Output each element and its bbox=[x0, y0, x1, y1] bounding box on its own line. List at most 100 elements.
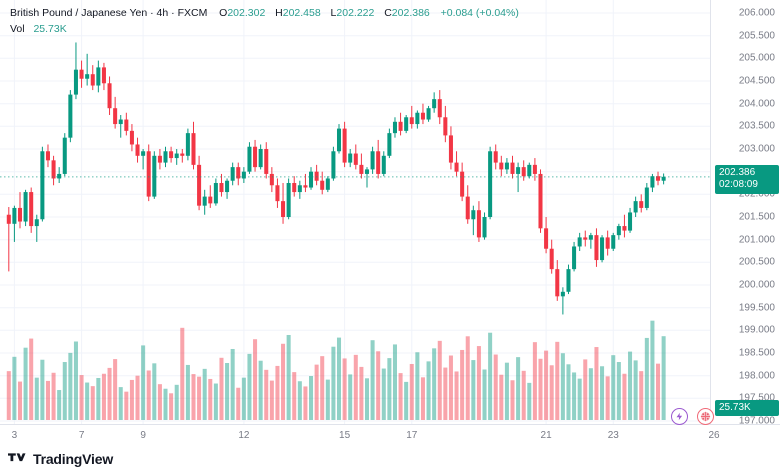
candle-body bbox=[213, 183, 218, 204]
candle-body bbox=[96, 67, 101, 86]
candle-body bbox=[611, 235, 616, 249]
candle-body bbox=[493, 151, 498, 163]
candle-body bbox=[465, 196, 470, 220]
candle-body bbox=[174, 153, 179, 159]
candle-body bbox=[197, 164, 202, 206]
candle-body bbox=[264, 149, 269, 174]
price-tick-label: 198.000 bbox=[738, 370, 775, 382]
candle-body bbox=[68, 94, 73, 138]
volume-bar bbox=[370, 340, 375, 420]
candle-body bbox=[40, 151, 45, 220]
volume-bar bbox=[415, 352, 420, 420]
candle-body bbox=[314, 171, 319, 181]
candle-body bbox=[157, 155, 162, 163]
volume-bar bbox=[68, 352, 73, 420]
volume-bar bbox=[628, 351, 633, 420]
volume-bar bbox=[639, 371, 644, 420]
candle-body bbox=[398, 121, 403, 131]
candle-body bbox=[387, 133, 392, 156]
candle-body bbox=[633, 201, 638, 213]
volume-bar bbox=[79, 375, 84, 420]
candle-body bbox=[353, 153, 358, 165]
candle-body bbox=[230, 167, 235, 181]
volume-bar bbox=[45, 380, 50, 420]
volume-bar bbox=[208, 378, 213, 420]
volume-bar bbox=[549, 365, 554, 420]
candle-body bbox=[29, 192, 34, 227]
candle-body bbox=[376, 151, 381, 174]
price-tick-label: 203.000 bbox=[738, 143, 775, 155]
candle-body bbox=[73, 69, 78, 95]
candle-body bbox=[499, 162, 504, 170]
candle-body bbox=[409, 117, 414, 125]
volume-bar bbox=[51, 372, 56, 420]
chart-plot-area[interactable] bbox=[0, 0, 710, 424]
volume-bar bbox=[174, 384, 179, 420]
candle-body bbox=[62, 137, 67, 174]
candlestick-series bbox=[0, 42, 710, 420]
candle-body bbox=[85, 74, 90, 79]
candle-body bbox=[241, 171, 246, 179]
candle-body bbox=[348, 153, 353, 163]
volume-bar bbox=[572, 372, 577, 420]
volume-bar bbox=[258, 360, 263, 420]
volume-bar bbox=[197, 376, 202, 420]
time-scale[interactable]: 37912151721232629Nov5711 bbox=[0, 424, 780, 448]
candle-body bbox=[544, 228, 549, 249]
volume-value-badge[interactable]: 25.73K bbox=[715, 400, 779, 416]
volume-bar bbox=[600, 366, 605, 420]
volume-bar bbox=[314, 364, 319, 420]
volume-bar bbox=[476, 346, 481, 420]
volume-bar bbox=[432, 348, 437, 420]
volume-bar bbox=[448, 355, 453, 420]
candle-body bbox=[656, 176, 661, 181]
volume-bar bbox=[516, 357, 521, 420]
candle-body bbox=[415, 112, 420, 125]
candle-body bbox=[23, 192, 28, 222]
volume-bar bbox=[191, 374, 196, 420]
alert-fab-button[interactable] bbox=[671, 408, 688, 425]
tradingview-logo[interactable]: TradingView bbox=[8, 451, 113, 467]
candle-body bbox=[286, 183, 291, 217]
volume-bar bbox=[381, 368, 386, 420]
price-tick-label: 201.000 bbox=[738, 234, 775, 246]
volume-bar bbox=[303, 386, 308, 420]
volume-bar bbox=[225, 363, 230, 420]
volume-bar bbox=[426, 361, 431, 420]
volume-bar bbox=[281, 343, 286, 420]
time-tick-label: 7 bbox=[78, 430, 85, 441]
current-price-badge[interactable]: 202.386 02:08:09 bbox=[715, 164, 779, 194]
price-tick-label: 197.000 bbox=[738, 415, 775, 427]
volume-bar bbox=[644, 337, 649, 420]
price-tick-label: 199.000 bbox=[738, 324, 775, 336]
replay-fab-button[interactable] bbox=[697, 408, 714, 425]
volume-bar bbox=[488, 332, 493, 420]
volume-bar bbox=[241, 377, 246, 420]
volume-bar bbox=[247, 353, 252, 420]
volume-bar bbox=[521, 370, 526, 420]
time-tick-label: 3 bbox=[11, 430, 18, 441]
candle-body bbox=[476, 210, 481, 238]
candle-body bbox=[443, 117, 448, 136]
price-tick-label: 200.000 bbox=[738, 279, 775, 291]
volume-bar bbox=[544, 350, 549, 420]
volume-bar bbox=[180, 327, 185, 420]
time-tick-label: 21 bbox=[540, 430, 552, 441]
price-scale[interactable]: 206.000 205.500 205.000 204.500 204.000 203.5… bbox=[710, 0, 780, 427]
volume-bar bbox=[622, 373, 627, 420]
volume-bar bbox=[493, 354, 498, 420]
volume-bar bbox=[504, 362, 509, 420]
volume-bar bbox=[404, 381, 409, 420]
volume-bar bbox=[309, 376, 314, 420]
candle-body bbox=[297, 185, 302, 193]
candle-body bbox=[364, 169, 370, 174]
volume-bar bbox=[331, 346, 336, 420]
candle-body bbox=[510, 162, 515, 174]
volume-bar bbox=[202, 368, 207, 420]
volume-bar bbox=[264, 369, 269, 420]
candle-body bbox=[359, 164, 364, 174]
volume-bar bbox=[219, 357, 224, 420]
volume-bar bbox=[90, 386, 95, 420]
candle-body bbox=[650, 176, 655, 188]
